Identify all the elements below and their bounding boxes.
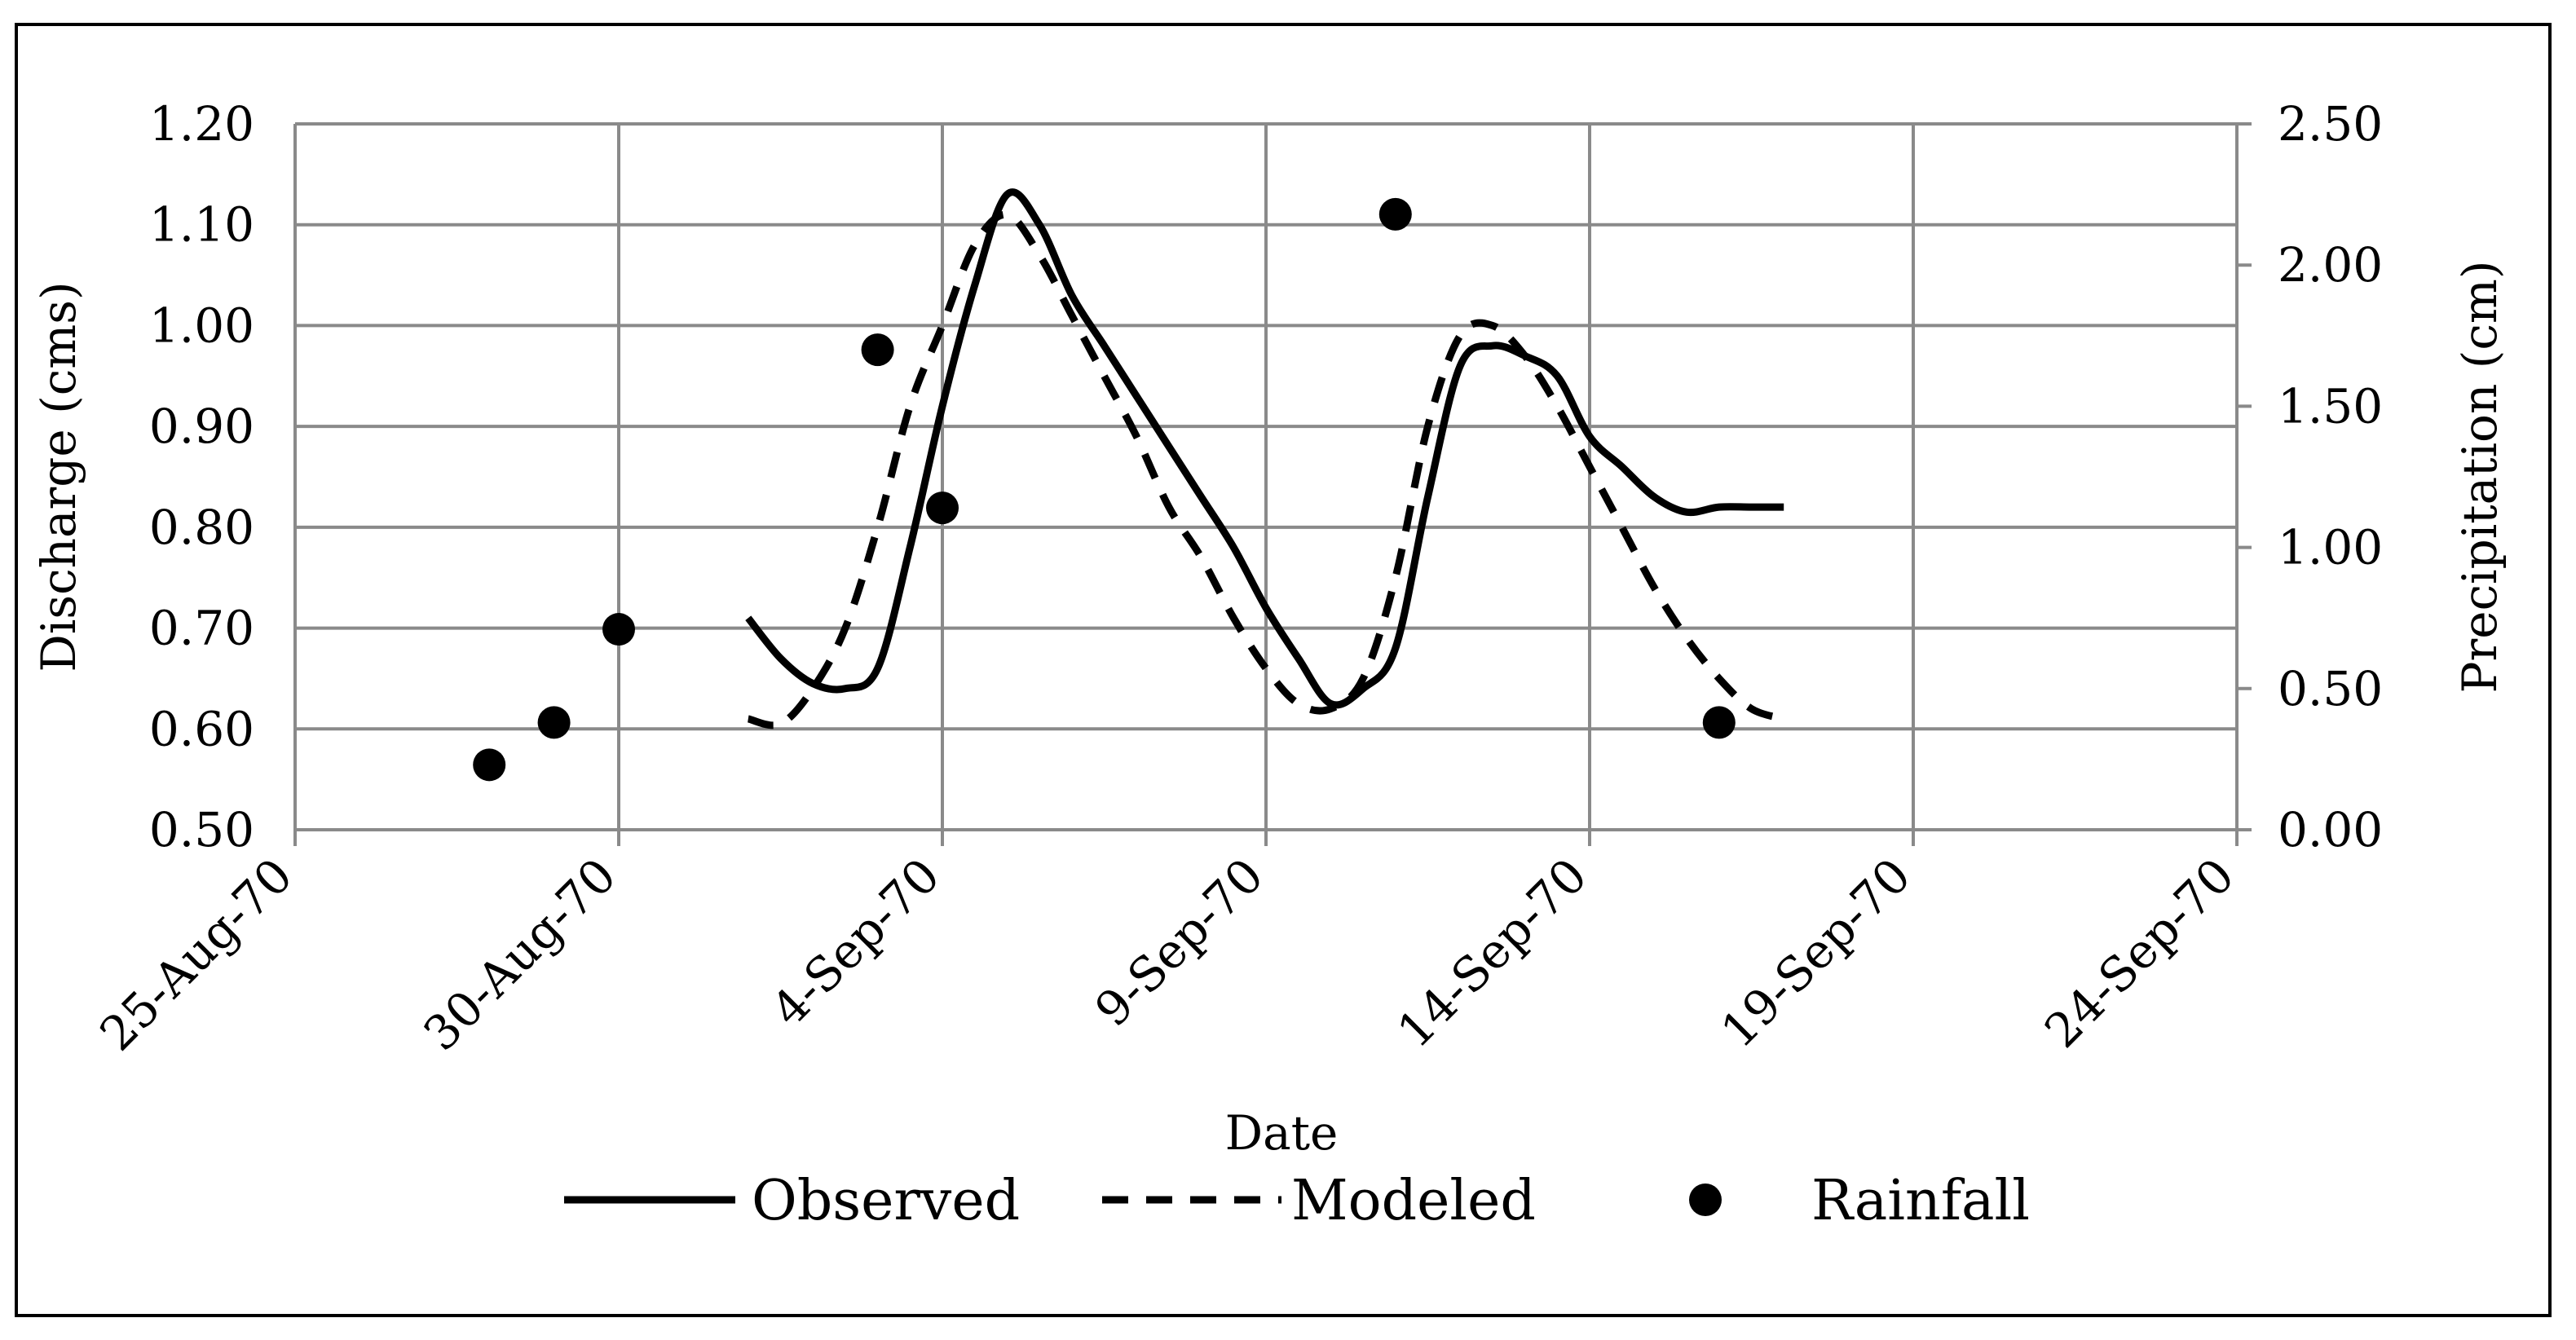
observed-line xyxy=(745,188,1784,709)
chart-frame: 0.50 0.60 0.70 0.80 0.90 1.00 1.10 1.20 0.00 0.50… xyxy=(15,23,2552,1317)
axes xyxy=(293,122,2252,846)
y2-tick-label: 0.00 xyxy=(2278,802,2383,857)
y2-axis-title: Precipitation (cm) xyxy=(2452,261,2508,694)
y-tick-label: 1.20 xyxy=(149,96,254,152)
y-tick-label: 1.10 xyxy=(149,197,254,253)
chart-svg: 0.50 0.60 0.70 0.80 0.90 1.00 1.10 1.20 0.00 0.50… xyxy=(31,96,2508,1233)
legend-observed-label: Observed xyxy=(752,1169,1020,1233)
rainfall-point xyxy=(926,491,959,525)
y-axis-title: Discharge (cms) xyxy=(31,281,86,672)
y-tick-label: 0.80 xyxy=(149,500,254,555)
y2-tick-label: 2.50 xyxy=(2278,96,2383,152)
x-tick-label: 4-Sep-70 xyxy=(761,848,951,1038)
rainfall-point xyxy=(1702,706,1736,739)
y2-tick-label: 1.50 xyxy=(2278,378,2383,434)
y-tick-label: 0.90 xyxy=(149,399,254,454)
series xyxy=(473,188,1785,782)
legend: Observed Modeled Rainfall xyxy=(564,1169,2030,1233)
x-tick-label: 24-Sep-70 xyxy=(2034,848,2245,1059)
rainfall-point xyxy=(537,706,571,739)
rainfall-point xyxy=(861,333,894,367)
y-tick-label: 0.70 xyxy=(149,601,254,656)
y2-tick-label: 0.50 xyxy=(2278,661,2383,716)
x-tick-label: 19-Sep-70 xyxy=(1710,848,1921,1059)
rainfall-point xyxy=(602,613,635,646)
y-tick-label: 0.60 xyxy=(149,701,254,756)
x-tick-label: 14-Sep-70 xyxy=(1387,848,1598,1059)
legend-modeled-label: Modeled xyxy=(1291,1169,1536,1233)
x-tick-label: 30-Aug-70 xyxy=(412,848,626,1061)
y-tick-label: 1.00 xyxy=(149,298,254,353)
y-tick-label: 0.50 xyxy=(149,802,254,857)
legend-rainfall-label: Rainfall xyxy=(1811,1169,2030,1233)
gridlines xyxy=(293,122,2239,831)
x-axis-title: Date xyxy=(1225,1105,1339,1161)
y2-tick-label: 1.00 xyxy=(2278,520,2383,575)
rainfall-point xyxy=(473,748,506,782)
legend-rainfall-swatch xyxy=(1689,1184,1722,1216)
x-tick-label: 9-Sep-70 xyxy=(1084,848,1274,1038)
y2-tick-label: 2.00 xyxy=(2278,237,2383,293)
modeled-line xyxy=(747,210,1785,730)
rainfall-point xyxy=(1378,197,1412,231)
x-tick-label: 25-Aug-70 xyxy=(89,848,302,1061)
